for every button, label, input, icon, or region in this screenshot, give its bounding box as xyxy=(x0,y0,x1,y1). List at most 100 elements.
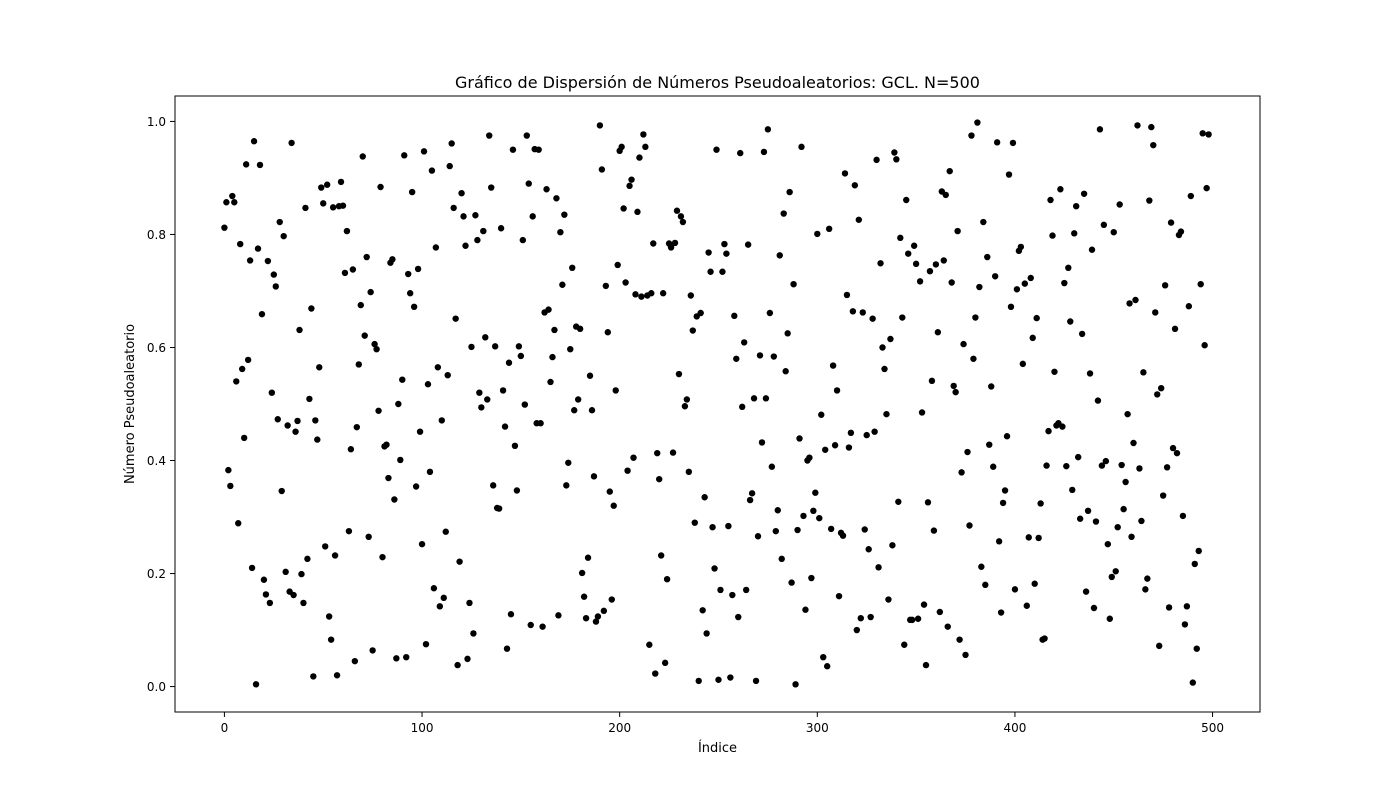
data-point xyxy=(727,674,734,681)
data-point xyxy=(410,303,418,310)
data-point xyxy=(408,188,416,196)
data-point xyxy=(608,596,615,603)
data-point xyxy=(711,565,718,572)
data-point xyxy=(893,156,900,163)
data-point xyxy=(897,234,904,242)
data-point xyxy=(758,439,766,446)
data-point xyxy=(999,499,1007,507)
data-point xyxy=(1152,309,1159,316)
data-point xyxy=(264,257,272,265)
data-point xyxy=(399,376,406,383)
data-point xyxy=(476,389,483,396)
data-point xyxy=(1150,141,1157,149)
data-point xyxy=(405,270,412,278)
data-point xyxy=(794,526,801,534)
data-point xyxy=(491,343,499,350)
data-point xyxy=(723,250,730,257)
data-point xyxy=(355,361,362,368)
data-point xyxy=(1019,360,1027,368)
data-point xyxy=(790,280,797,288)
data-point xyxy=(501,423,509,430)
data-point xyxy=(489,482,497,489)
data-point xyxy=(630,454,637,461)
data-point xyxy=(964,448,971,456)
data-point xyxy=(950,382,957,390)
data-point xyxy=(823,663,831,670)
data-point xyxy=(948,279,955,286)
y-axis-label: Número Pseudoaleatorio xyxy=(123,324,138,484)
data-point xyxy=(1205,131,1212,138)
x-axis-ticks: 0 100 200 300 400 500 xyxy=(221,712,1224,735)
data-point xyxy=(505,359,513,366)
data-point xyxy=(513,487,521,494)
data-point xyxy=(547,378,554,386)
data-point xyxy=(626,182,633,190)
data-point xyxy=(1112,568,1119,575)
data-point xyxy=(924,499,932,506)
data-point xyxy=(689,327,696,334)
data-point xyxy=(549,353,556,361)
data-point xyxy=(1148,123,1155,131)
data-point xyxy=(681,403,689,410)
data-point xyxy=(320,200,327,207)
data-point xyxy=(1142,586,1149,593)
data-point xyxy=(970,355,977,362)
data-point xyxy=(796,435,803,442)
chart-title: Gráfico de Dispersión de Números Pseudoa… xyxy=(455,73,980,92)
data-point xyxy=(341,269,349,277)
data-point xyxy=(256,161,264,169)
data-point xyxy=(1134,122,1141,129)
data-point xyxy=(521,401,529,408)
data-point xyxy=(1051,368,1058,375)
data-point xyxy=(377,183,384,191)
data-point xyxy=(1195,547,1202,555)
data-point xyxy=(914,615,922,622)
x-tick-label: 100 xyxy=(411,721,434,735)
data-point xyxy=(422,640,430,648)
data-point xyxy=(551,326,558,334)
data-point xyxy=(754,533,762,540)
data-point xyxy=(879,344,886,351)
data-point xyxy=(742,586,750,594)
data-point xyxy=(1165,604,1173,611)
data-point xyxy=(563,482,570,489)
data-point xyxy=(486,132,493,139)
data-point xyxy=(1094,397,1102,404)
data-point xyxy=(829,362,837,369)
data-point xyxy=(254,245,262,252)
data-point xyxy=(883,410,890,418)
data-point xyxy=(426,468,434,476)
data-point xyxy=(719,268,726,275)
data-point xyxy=(375,407,382,414)
data-point xyxy=(620,205,627,212)
data-point xyxy=(853,626,861,634)
data-point xyxy=(1037,500,1044,507)
data-point xyxy=(958,469,965,476)
data-point xyxy=(246,257,254,264)
data-point xyxy=(679,218,687,226)
data-point xyxy=(740,339,748,346)
data-point xyxy=(1128,533,1135,541)
data-point xyxy=(460,213,467,220)
data-point xyxy=(412,483,420,490)
data-point xyxy=(739,403,746,411)
data-point xyxy=(515,343,523,350)
data-point xyxy=(808,574,815,582)
data-point xyxy=(887,335,894,343)
data-point xyxy=(543,186,550,193)
data-point xyxy=(618,143,625,151)
data-point xyxy=(930,527,938,534)
data-point xyxy=(843,291,851,299)
data-point xyxy=(401,152,408,159)
data-point xyxy=(456,558,463,565)
data-point xyxy=(432,244,440,251)
data-point xyxy=(567,345,574,353)
data-point xyxy=(634,208,641,216)
data-point xyxy=(786,188,793,196)
data-point xyxy=(252,681,260,688)
data-point xyxy=(628,176,635,183)
data-point xyxy=(1140,369,1147,376)
data-point xyxy=(922,661,930,669)
data-point xyxy=(1076,515,1084,522)
data-point xyxy=(529,213,536,220)
